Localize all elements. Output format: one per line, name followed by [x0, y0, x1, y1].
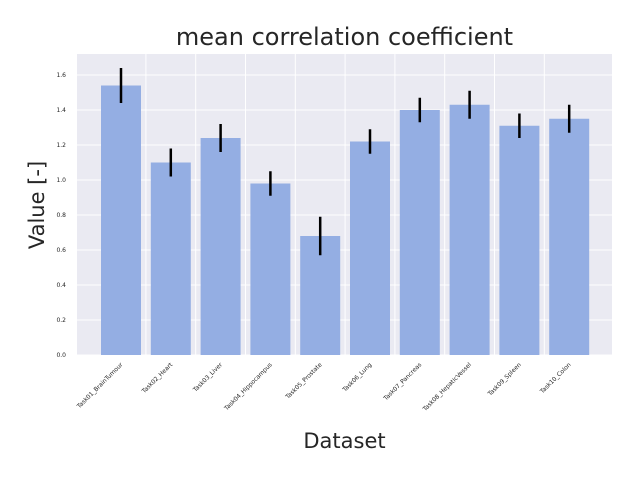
x-tick-label: Task07_Pancreas [382, 361, 423, 402]
y-tick-labels: 0.0 0.2 0.4 0.6 0.8 1.0 1.2 1.4 1.6 [56, 72, 66, 359]
y-axis-label: Value [-] [25, 161, 49, 249]
y-tick-label: 1.2 [56, 142, 66, 149]
bar-Task08_HepaticVessel [449, 104, 490, 355]
y-tick-label: 1.4 [56, 107, 66, 114]
y-tick-label: 0.8 [56, 212, 66, 219]
bar-Task05_Prostate [300, 236, 341, 355]
x-tick-label: Task04_Hippocampus [222, 361, 273, 412]
chart-title: mean correlation coefficient [176, 23, 513, 51]
x-tick-label: Task09_Spleen [486, 361, 523, 398]
x-tick-label: Task06_Lung [341, 361, 374, 394]
x-tick-label: Task08_HepaticVessel [421, 361, 473, 413]
bar-Task09_Spleen [499, 125, 540, 355]
y-tick-label: 0.0 [56, 352, 66, 359]
x-tick-label: Task03_Liver [191, 361, 224, 394]
y-tick-label: 1.6 [56, 72, 66, 79]
bar-Task04_Hippocampus [250, 183, 291, 355]
x-tick-label: Task02_Heart [140, 361, 175, 396]
y-tick-label: 0.2 [56, 317, 66, 324]
y-tick-label: 0.6 [56, 247, 66, 254]
error-bars [119, 68, 571, 256]
bar-Task07_Pancreas [399, 110, 440, 355]
x-axis-label: Dataset [303, 429, 385, 453]
x-tick-label: Task10_Colon [538, 361, 572, 395]
bar-Task10_Colon [549, 118, 590, 355]
bar-Task03_Liver [200, 138, 241, 355]
bar-Task06_Lung [350, 141, 390, 355]
bars [101, 85, 590, 355]
y-tick-label: 0.4 [56, 282, 66, 289]
bar-Task02_Heart [150, 162, 191, 355]
x-tick-label: Task05_Prostate [284, 361, 324, 401]
y-tick-label: 1.0 [56, 177, 66, 184]
bar-Task01_BrainTumour [101, 85, 141, 355]
x-tick-labels: Task01_BrainTumour Task02_Heart Task03_Liv… [75, 361, 573, 413]
x-tick-label: Task01_BrainTumour [75, 361, 125, 411]
